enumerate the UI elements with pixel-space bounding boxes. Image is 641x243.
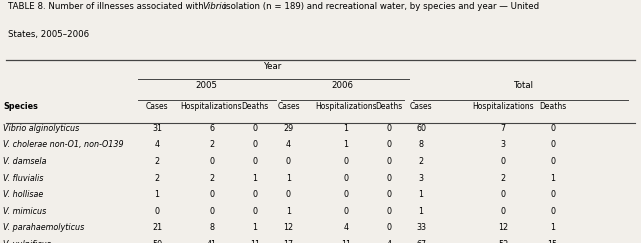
Text: 0: 0 bbox=[253, 140, 258, 149]
Text: 0: 0 bbox=[253, 207, 258, 216]
Text: 7: 7 bbox=[501, 124, 506, 133]
Text: Deaths: Deaths bbox=[539, 102, 566, 111]
Text: 0: 0 bbox=[344, 157, 349, 166]
Text: 0: 0 bbox=[286, 157, 291, 166]
Text: 33: 33 bbox=[416, 223, 426, 232]
Text: Vibrio alginolyticus: Vibrio alginolyticus bbox=[3, 124, 79, 133]
Text: 2: 2 bbox=[154, 157, 160, 166]
Text: 12: 12 bbox=[498, 223, 508, 232]
Text: 4: 4 bbox=[344, 223, 349, 232]
Text: 1: 1 bbox=[286, 174, 291, 182]
Text: 4: 4 bbox=[387, 240, 392, 243]
Text: 8: 8 bbox=[419, 140, 424, 149]
Text: V. cholerae non-O1, non-O139: V. cholerae non-O1, non-O139 bbox=[3, 140, 124, 149]
Text: 2: 2 bbox=[154, 174, 160, 182]
Text: 29: 29 bbox=[283, 124, 294, 133]
Text: 1: 1 bbox=[253, 174, 258, 182]
Text: 2006: 2006 bbox=[331, 81, 353, 90]
Text: 0: 0 bbox=[344, 174, 349, 182]
Text: V. mimicus: V. mimicus bbox=[3, 207, 46, 216]
Text: 0: 0 bbox=[387, 157, 392, 166]
Text: 1: 1 bbox=[344, 140, 349, 149]
Text: 0: 0 bbox=[387, 190, 392, 199]
Text: 0: 0 bbox=[387, 223, 392, 232]
Text: 0: 0 bbox=[344, 207, 349, 216]
Text: 17: 17 bbox=[283, 240, 294, 243]
Text: 0: 0 bbox=[387, 124, 392, 133]
Text: 2: 2 bbox=[209, 140, 214, 149]
Text: 12: 12 bbox=[283, 223, 294, 232]
Text: 67: 67 bbox=[416, 240, 426, 243]
Text: V. damsela: V. damsela bbox=[3, 157, 47, 166]
Text: States, 2005–2006: States, 2005–2006 bbox=[8, 30, 89, 39]
Text: 4: 4 bbox=[154, 140, 160, 149]
Text: V. parahaemolyticus: V. parahaemolyticus bbox=[3, 223, 85, 232]
Text: 4: 4 bbox=[286, 140, 291, 149]
Text: 2005: 2005 bbox=[196, 81, 218, 90]
Text: 11: 11 bbox=[250, 240, 260, 243]
Text: Hospitalizations: Hospitalizations bbox=[472, 102, 534, 111]
Text: 0: 0 bbox=[550, 124, 555, 133]
Text: 60: 60 bbox=[416, 124, 426, 133]
Text: 31: 31 bbox=[152, 124, 162, 133]
Text: V. hollisae: V. hollisae bbox=[3, 190, 44, 199]
Text: 0: 0 bbox=[209, 157, 214, 166]
Text: 11: 11 bbox=[341, 240, 351, 243]
Text: Cases: Cases bbox=[146, 102, 169, 111]
Text: 21: 21 bbox=[152, 223, 162, 232]
Text: 0: 0 bbox=[550, 207, 555, 216]
Text: Vibrio: Vibrio bbox=[202, 2, 227, 11]
Text: 0: 0 bbox=[550, 157, 555, 166]
Text: Cases: Cases bbox=[277, 102, 300, 111]
Text: 41: 41 bbox=[206, 240, 217, 243]
Text: 0: 0 bbox=[387, 207, 392, 216]
Text: 0: 0 bbox=[550, 140, 555, 149]
Text: 0: 0 bbox=[387, 174, 392, 182]
Text: 0: 0 bbox=[253, 157, 258, 166]
Text: 1: 1 bbox=[154, 190, 160, 199]
Text: 0: 0 bbox=[501, 157, 506, 166]
Text: 0: 0 bbox=[154, 207, 160, 216]
Text: 8: 8 bbox=[209, 223, 214, 232]
Text: 2: 2 bbox=[419, 157, 424, 166]
Text: Cases: Cases bbox=[410, 102, 433, 111]
Text: 1: 1 bbox=[550, 174, 555, 182]
Text: 2: 2 bbox=[209, 174, 214, 182]
Text: V. fluvialis: V. fluvialis bbox=[3, 174, 44, 182]
Text: V. vulnificus: V. vulnificus bbox=[3, 240, 51, 243]
Text: Year: Year bbox=[264, 62, 283, 71]
Text: 0: 0 bbox=[209, 207, 214, 216]
Text: 0: 0 bbox=[286, 190, 291, 199]
Text: 3: 3 bbox=[501, 140, 506, 149]
Text: 0: 0 bbox=[550, 190, 555, 199]
Text: 6: 6 bbox=[209, 124, 214, 133]
Text: 1: 1 bbox=[344, 124, 349, 133]
Text: 15: 15 bbox=[547, 240, 558, 243]
Text: 0: 0 bbox=[344, 190, 349, 199]
Text: 1: 1 bbox=[419, 207, 424, 216]
Text: Hospitalizations: Hospitalizations bbox=[315, 102, 377, 111]
Text: 0: 0 bbox=[387, 140, 392, 149]
Text: 1: 1 bbox=[419, 190, 424, 199]
Text: 52: 52 bbox=[498, 240, 508, 243]
Text: Hospitalizations: Hospitalizations bbox=[181, 102, 242, 111]
Text: Total: Total bbox=[514, 81, 534, 90]
Text: 3: 3 bbox=[419, 174, 424, 182]
Text: Deaths: Deaths bbox=[376, 102, 403, 111]
Text: 1: 1 bbox=[253, 223, 258, 232]
Text: 1: 1 bbox=[286, 207, 291, 216]
Text: 50: 50 bbox=[152, 240, 162, 243]
Text: isolation (n = 189) and recreational water, by species and year — United: isolation (n = 189) and recreational wat… bbox=[221, 2, 539, 11]
Text: 1: 1 bbox=[550, 223, 555, 232]
Text: TABLE 8. Number of illnesses associated with: TABLE 8. Number of illnesses associated … bbox=[8, 2, 206, 11]
Text: 0: 0 bbox=[253, 190, 258, 199]
Text: 0: 0 bbox=[209, 190, 214, 199]
Text: 0: 0 bbox=[501, 207, 506, 216]
Text: Species: Species bbox=[3, 102, 38, 111]
Text: 0: 0 bbox=[253, 124, 258, 133]
Text: 2: 2 bbox=[501, 174, 506, 182]
Text: 0: 0 bbox=[501, 190, 506, 199]
Text: Deaths: Deaths bbox=[242, 102, 269, 111]
